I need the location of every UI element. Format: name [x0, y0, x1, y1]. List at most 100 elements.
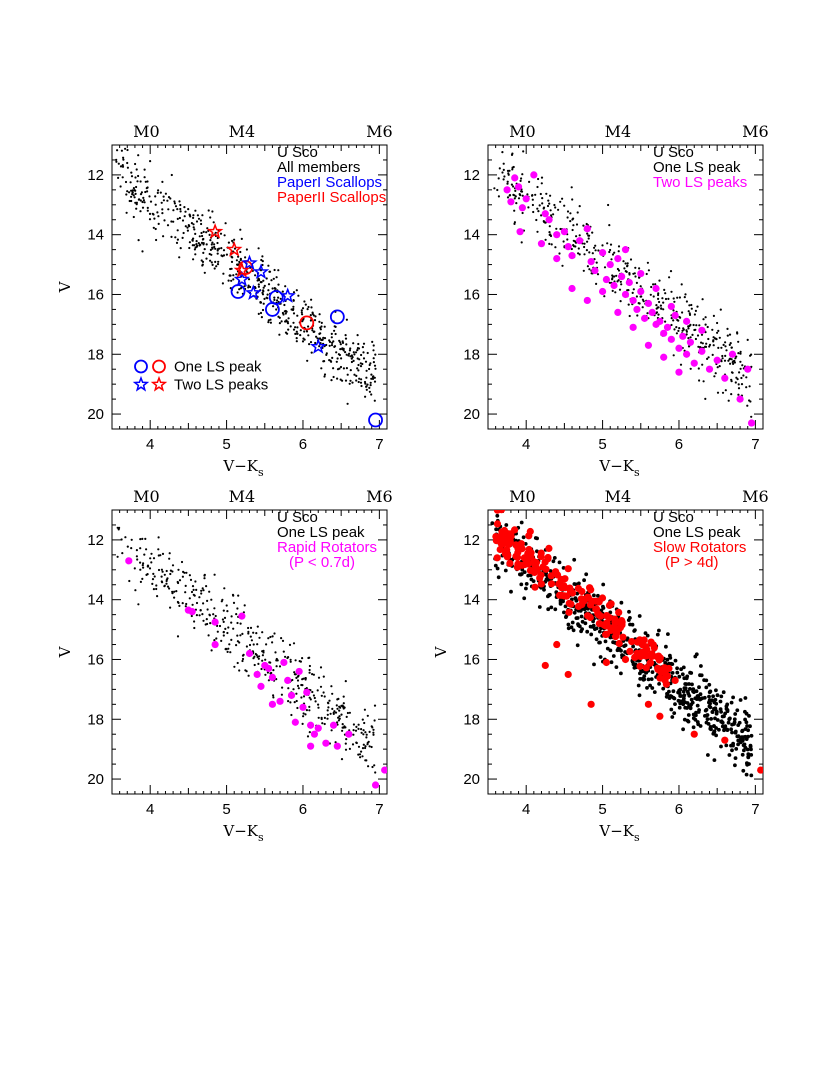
member-point [308, 668, 311, 672]
filled-dot-marker [284, 676, 292, 685]
member-point [232, 627, 235, 630]
member-point [746, 728, 750, 733]
member-point [197, 217, 201, 220]
member-point [296, 314, 299, 317]
filled-dot-marker [299, 703, 307, 711]
y-tick-label: 16 [463, 651, 480, 668]
member-point [297, 687, 300, 690]
member-point [294, 326, 297, 329]
member-point [280, 320, 283, 323]
filled-dot-marker [568, 284, 576, 293]
member-point [319, 332, 322, 335]
slow-rotator-point [662, 680, 671, 688]
y-tick-label: 12 [87, 167, 104, 184]
member-point [171, 564, 175, 567]
slow-rotator-point [639, 641, 647, 649]
member-point [714, 733, 718, 738]
member-point [308, 664, 311, 668]
member-point [167, 196, 171, 199]
member-point [645, 633, 650, 638]
member-point [537, 210, 540, 213]
member-point [518, 193, 521, 196]
member-point [740, 383, 744, 386]
member-point [272, 669, 275, 672]
member-point [610, 258, 613, 261]
member-point [322, 675, 325, 678]
member-point [622, 644, 627, 648]
member-point [254, 274, 257, 277]
member-point [679, 363, 683, 366]
y-tick-label: 18 [87, 346, 104, 363]
member-point [668, 653, 672, 658]
member-point [239, 228, 242, 231]
member-point [740, 376, 743, 380]
member-point [202, 589, 205, 592]
y-tick-label: 20 [463, 406, 480, 423]
member-point [665, 691, 669, 696]
member-point [156, 191, 159, 194]
member-point [554, 206, 557, 209]
slow-rotator-point [574, 602, 583, 611]
open-circle-marker [230, 284, 246, 299]
member-point [160, 575, 163, 578]
member-point [646, 261, 650, 264]
member-point [698, 697, 702, 702]
member-point [341, 729, 344, 732]
member-point [626, 618, 631, 622]
spectral-type-label: M4 [229, 122, 256, 141]
filled-dot-marker [621, 290, 630, 299]
member-point [190, 590, 194, 594]
member-point [682, 328, 685, 331]
member-point [740, 739, 745, 743]
member-point [730, 393, 733, 396]
legend-entry: PaperI Scallops [277, 174, 382, 191]
member-point [344, 726, 347, 729]
member-point [501, 151, 504, 154]
legend-entry: One LS peak [653, 524, 741, 541]
member-point [345, 318, 348, 321]
member-point [239, 622, 242, 625]
member-point [728, 716, 732, 721]
member-point [192, 593, 195, 596]
member-point [649, 677, 654, 681]
member-point [272, 305, 275, 308]
member-point [339, 365, 343, 369]
member-point [194, 580, 197, 583]
member-point [724, 345, 727, 348]
member-point [318, 320, 321, 323]
member-point [672, 696, 677, 701]
member-point [326, 709, 329, 712]
member-point [253, 663, 256, 667]
member-point [705, 342, 708, 345]
member-point [711, 694, 715, 699]
member-point [126, 166, 129, 169]
member-point [163, 584, 166, 587]
member-point [280, 693, 283, 696]
filled-dot-marker [640, 314, 649, 322]
member-point [578, 234, 581, 237]
member-point [363, 708, 366, 711]
member-point [497, 177, 500, 180]
member-point [334, 741, 337, 744]
member-point [209, 239, 212, 242]
member-point [265, 643, 268, 646]
slow-rotator-point [619, 633, 627, 641]
member-point [745, 724, 749, 728]
member-point [225, 253, 228, 256]
member-point [699, 664, 703, 668]
member-point [314, 315, 317, 318]
member-point [348, 747, 351, 751]
slow-rotator-point [615, 618, 623, 626]
member-point [745, 762, 750, 767]
member-point [371, 726, 374, 729]
member-point [284, 320, 287, 323]
member-point [553, 203, 556, 207]
member-point [259, 281, 262, 284]
member-point [688, 670, 692, 675]
member-point [240, 237, 243, 240]
member-point [289, 701, 292, 704]
member-point [628, 273, 631, 276]
slow-rotator-point [510, 526, 519, 534]
member-point [135, 555, 138, 558]
y-axis-label: V [432, 645, 450, 658]
